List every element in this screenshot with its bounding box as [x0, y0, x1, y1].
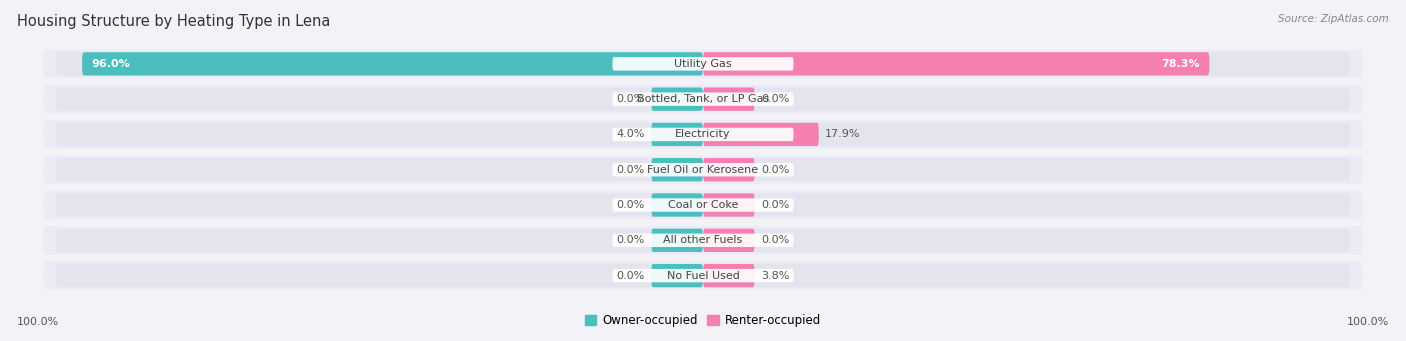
Text: 0.0%: 0.0%	[617, 200, 645, 210]
Text: 0.0%: 0.0%	[617, 271, 645, 281]
FancyBboxPatch shape	[44, 155, 1362, 184]
Text: 4.0%: 4.0%	[616, 130, 645, 139]
FancyBboxPatch shape	[651, 123, 703, 146]
Text: Fuel Oil or Kerosene: Fuel Oil or Kerosene	[647, 165, 759, 175]
FancyBboxPatch shape	[651, 88, 703, 111]
Legend: Owner-occupied, Renter-occupied: Owner-occupied, Renter-occupied	[579, 309, 827, 332]
FancyBboxPatch shape	[613, 198, 793, 212]
FancyBboxPatch shape	[82, 52, 703, 75]
FancyBboxPatch shape	[651, 229, 703, 252]
FancyBboxPatch shape	[703, 264, 755, 287]
Text: 0.0%: 0.0%	[761, 235, 789, 245]
Text: 0.0%: 0.0%	[617, 94, 645, 104]
FancyBboxPatch shape	[613, 92, 793, 106]
Text: 17.9%: 17.9%	[825, 130, 860, 139]
FancyBboxPatch shape	[703, 52, 1209, 75]
Text: Utility Gas: Utility Gas	[675, 59, 731, 69]
FancyBboxPatch shape	[44, 262, 1362, 290]
FancyBboxPatch shape	[651, 193, 703, 217]
FancyBboxPatch shape	[56, 52, 1350, 75]
FancyBboxPatch shape	[613, 269, 793, 282]
FancyBboxPatch shape	[613, 163, 793, 176]
FancyBboxPatch shape	[44, 226, 1362, 254]
FancyBboxPatch shape	[651, 158, 703, 181]
FancyBboxPatch shape	[703, 123, 818, 146]
FancyBboxPatch shape	[56, 264, 1350, 287]
Text: No Fuel Used: No Fuel Used	[666, 271, 740, 281]
Text: All other Fuels: All other Fuels	[664, 235, 742, 245]
FancyBboxPatch shape	[44, 191, 1362, 219]
Text: 96.0%: 96.0%	[91, 59, 131, 69]
FancyBboxPatch shape	[44, 50, 1362, 78]
Text: 100.0%: 100.0%	[1347, 317, 1389, 327]
FancyBboxPatch shape	[44, 85, 1362, 113]
FancyBboxPatch shape	[44, 120, 1362, 149]
FancyBboxPatch shape	[613, 57, 793, 71]
Text: Coal or Coke: Coal or Coke	[668, 200, 738, 210]
Text: Source: ZipAtlas.com: Source: ZipAtlas.com	[1278, 14, 1389, 24]
FancyBboxPatch shape	[613, 234, 793, 247]
FancyBboxPatch shape	[703, 158, 755, 181]
Text: 3.8%: 3.8%	[761, 271, 790, 281]
FancyBboxPatch shape	[703, 193, 755, 217]
FancyBboxPatch shape	[651, 264, 703, 287]
Text: Housing Structure by Heating Type in Lena: Housing Structure by Heating Type in Len…	[17, 14, 330, 29]
FancyBboxPatch shape	[613, 128, 793, 141]
Text: 78.3%: 78.3%	[1161, 59, 1199, 69]
FancyBboxPatch shape	[703, 88, 755, 111]
Text: Bottled, Tank, or LP Gas: Bottled, Tank, or LP Gas	[637, 94, 769, 104]
FancyBboxPatch shape	[56, 158, 1350, 181]
FancyBboxPatch shape	[56, 123, 1350, 146]
Text: 0.0%: 0.0%	[761, 200, 789, 210]
FancyBboxPatch shape	[56, 193, 1350, 217]
Text: 0.0%: 0.0%	[617, 165, 645, 175]
FancyBboxPatch shape	[56, 88, 1350, 111]
Text: 0.0%: 0.0%	[761, 165, 789, 175]
Text: Electricity: Electricity	[675, 130, 731, 139]
FancyBboxPatch shape	[56, 229, 1350, 252]
Text: 0.0%: 0.0%	[761, 94, 789, 104]
Text: 100.0%: 100.0%	[17, 317, 59, 327]
Text: 0.0%: 0.0%	[617, 235, 645, 245]
FancyBboxPatch shape	[703, 229, 755, 252]
